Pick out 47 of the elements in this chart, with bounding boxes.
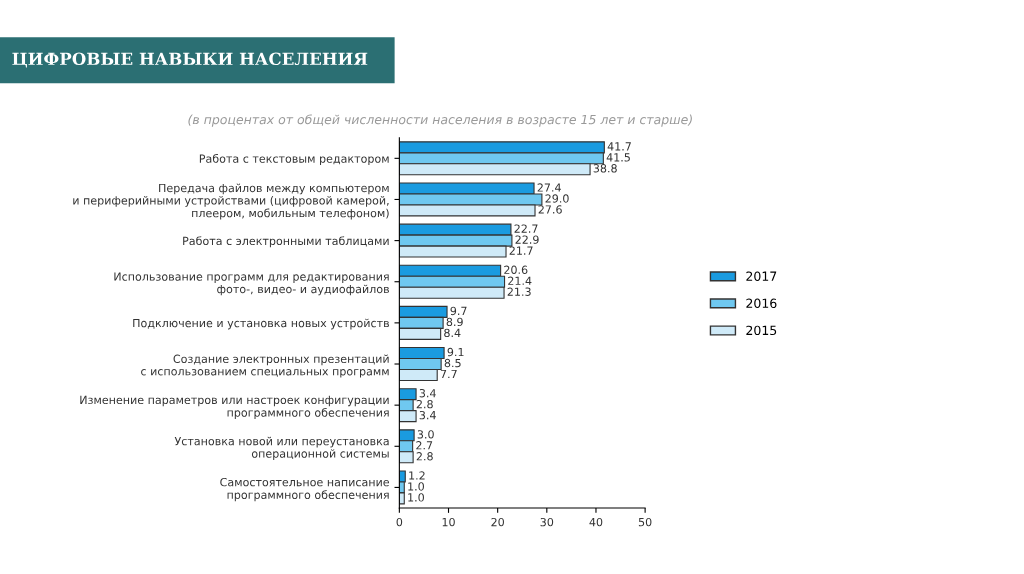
data-label: 1.0 [408, 482, 424, 491]
legend-label: 2016 [746, 298, 777, 308]
data-label: 3.4 [419, 410, 436, 420]
y-tick-label: Подключение и установка новых устройств [133, 318, 389, 330]
y-tick-label: Создание электронных презентаций с использованием специальных программ [141, 354, 389, 378]
data-label: 2.8 [416, 452, 433, 461]
data-label: 41.5 [606, 153, 630, 162]
data-label: 29.0 [545, 194, 569, 203]
data-label: 8.9 [446, 317, 463, 327]
data-label: 1.2 [409, 471, 425, 480]
data-label: 21.7 [509, 246, 533, 255]
data-label: 8.5 [444, 358, 461, 368]
x-tick-label: 10 [442, 517, 455, 527]
data-label: 1.0 [408, 493, 424, 502]
data-label: 27.4 [537, 183, 561, 192]
legend-label: 2015 [746, 325, 777, 336]
data-label: 41.7 [607, 142, 631, 151]
y-tick-label: Использование программ для редактирования фото-, видео- и аудиофайлов [114, 272, 389, 296]
x-tick-label: 40 [589, 517, 603, 527]
data-label: 9.7 [450, 306, 467, 316]
y-tick-label: Работа с электронными таблицами [183, 236, 389, 248]
data-label: 3.0 [417, 430, 434, 439]
data-label: 21.4 [508, 276, 532, 285]
data-label: 2.7 [416, 441, 433, 450]
text: ЦИФРОВЫЕ НАВЫКИ НАСЕЛЕНИЯ [12, 52, 368, 68]
x-tick-label: 30 [540, 517, 554, 527]
data-label: 8.4 [444, 328, 461, 338]
y-tick-label: Работа с текстовым редактором [199, 154, 389, 165]
data-label: 9.1 [447, 347, 464, 357]
data-label: 20.6 [504, 265, 528, 274]
legend-label: 2017 [746, 271, 777, 281]
data-label: 27.6 [538, 205, 562, 214]
data-label: 7.7 [440, 369, 457, 379]
data-label: 38.8 [593, 164, 617, 173]
data-label: 21.3 [507, 287, 531, 296]
y-tick-label: Самостоятельное написание программного обеспечения [220, 477, 390, 502]
data-label: 2.8 [416, 399, 433, 409]
x-tick-label: 0 [396, 517, 403, 527]
x-tick-label: 50 [638, 517, 652, 527]
y-tick-label: Установка новой или переустановка операционной системы [174, 436, 389, 460]
x-tick-label: 20 [491, 517, 504, 527]
data-label: 22.9 [515, 235, 539, 244]
data-label: 3.4 [419, 389, 436, 398]
y-tick-label: Изменение параметров или настроек конфигурации программного обеспечения [80, 395, 389, 419]
data-label: 22.7 [514, 224, 538, 233]
chart-subtitle: (в процентах от общей численности населения в возрасте 15 лет и старше) [188, 114, 692, 127]
y-tick-label: Передача файлов между компьютером и периферийными устройствами (цифровой камерой, плеером, мобильным телефоном) [73, 183, 389, 220]
